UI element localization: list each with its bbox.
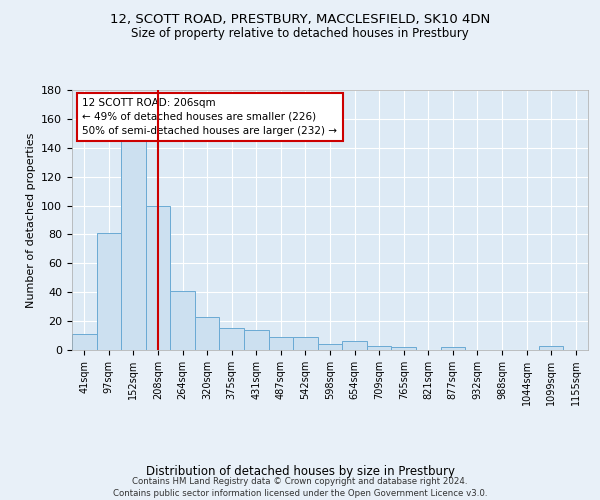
Bar [170,291,195,350]
Bar [146,206,170,350]
Bar [318,344,342,350]
Bar [121,139,146,350]
Bar [269,337,293,350]
Text: 12, SCOTT ROAD, PRESTBURY, MACCLESFIELD, SK10 4DN: 12, SCOTT ROAD, PRESTBURY, MACCLESFIELD,… [110,12,490,26]
Text: Size of property relative to detached houses in Prestbury: Size of property relative to detached ho… [131,28,469,40]
Bar [440,347,465,350]
Bar [367,346,391,350]
Text: Contains HM Land Registry data © Crown copyright and database right 2024.
Contai: Contains HM Land Registry data © Crown c… [113,476,487,498]
Text: 12 SCOTT ROAD: 206sqm
← 49% of detached houses are smaller (226)
50% of semi-det: 12 SCOTT ROAD: 206sqm ← 49% of detached … [82,98,337,136]
Bar [244,330,269,350]
Bar [97,233,121,350]
Text: Distribution of detached houses by size in Prestbury: Distribution of detached houses by size … [146,464,455,477]
Bar [72,334,97,350]
Y-axis label: Number of detached properties: Number of detached properties [26,132,35,308]
Bar [220,328,244,350]
Bar [539,346,563,350]
Bar [293,337,318,350]
Bar [342,342,367,350]
Bar [195,317,220,350]
Bar [391,347,416,350]
